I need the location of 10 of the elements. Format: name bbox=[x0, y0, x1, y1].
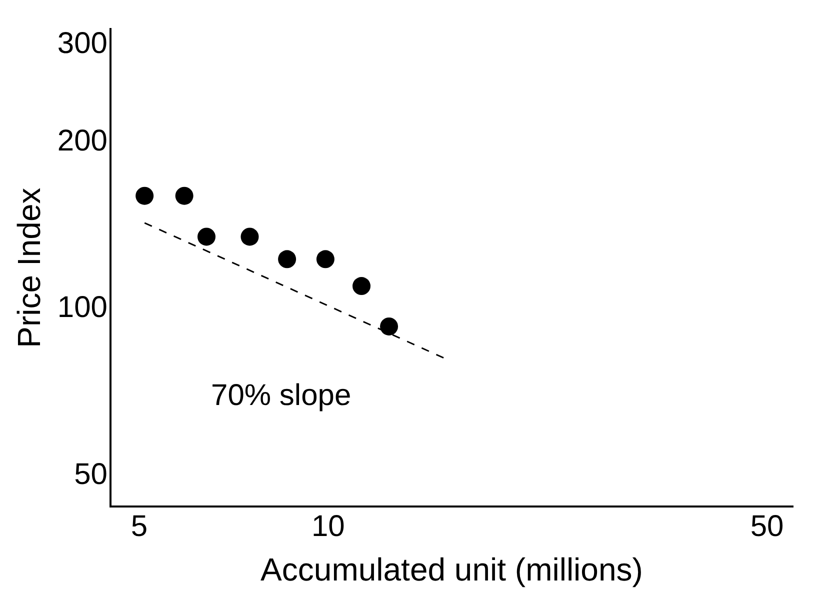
x-tick-label: 10 bbox=[311, 510, 345, 543]
x-axis-title: Accumulated unit (millions) bbox=[260, 552, 643, 588]
y-tick-label: 300 bbox=[57, 26, 108, 60]
annotation: 70% slope bbox=[211, 379, 352, 412]
x-tick-label: 5 bbox=[130, 510, 148, 543]
y-axis-title: Price Index bbox=[11, 188, 48, 348]
y-tick-label: 50 bbox=[74, 458, 108, 492]
x-tick-label: 50 bbox=[750, 510, 784, 543]
y-tick-label: 200 bbox=[57, 124, 108, 158]
y-tick-label: 100 bbox=[57, 291, 108, 324]
